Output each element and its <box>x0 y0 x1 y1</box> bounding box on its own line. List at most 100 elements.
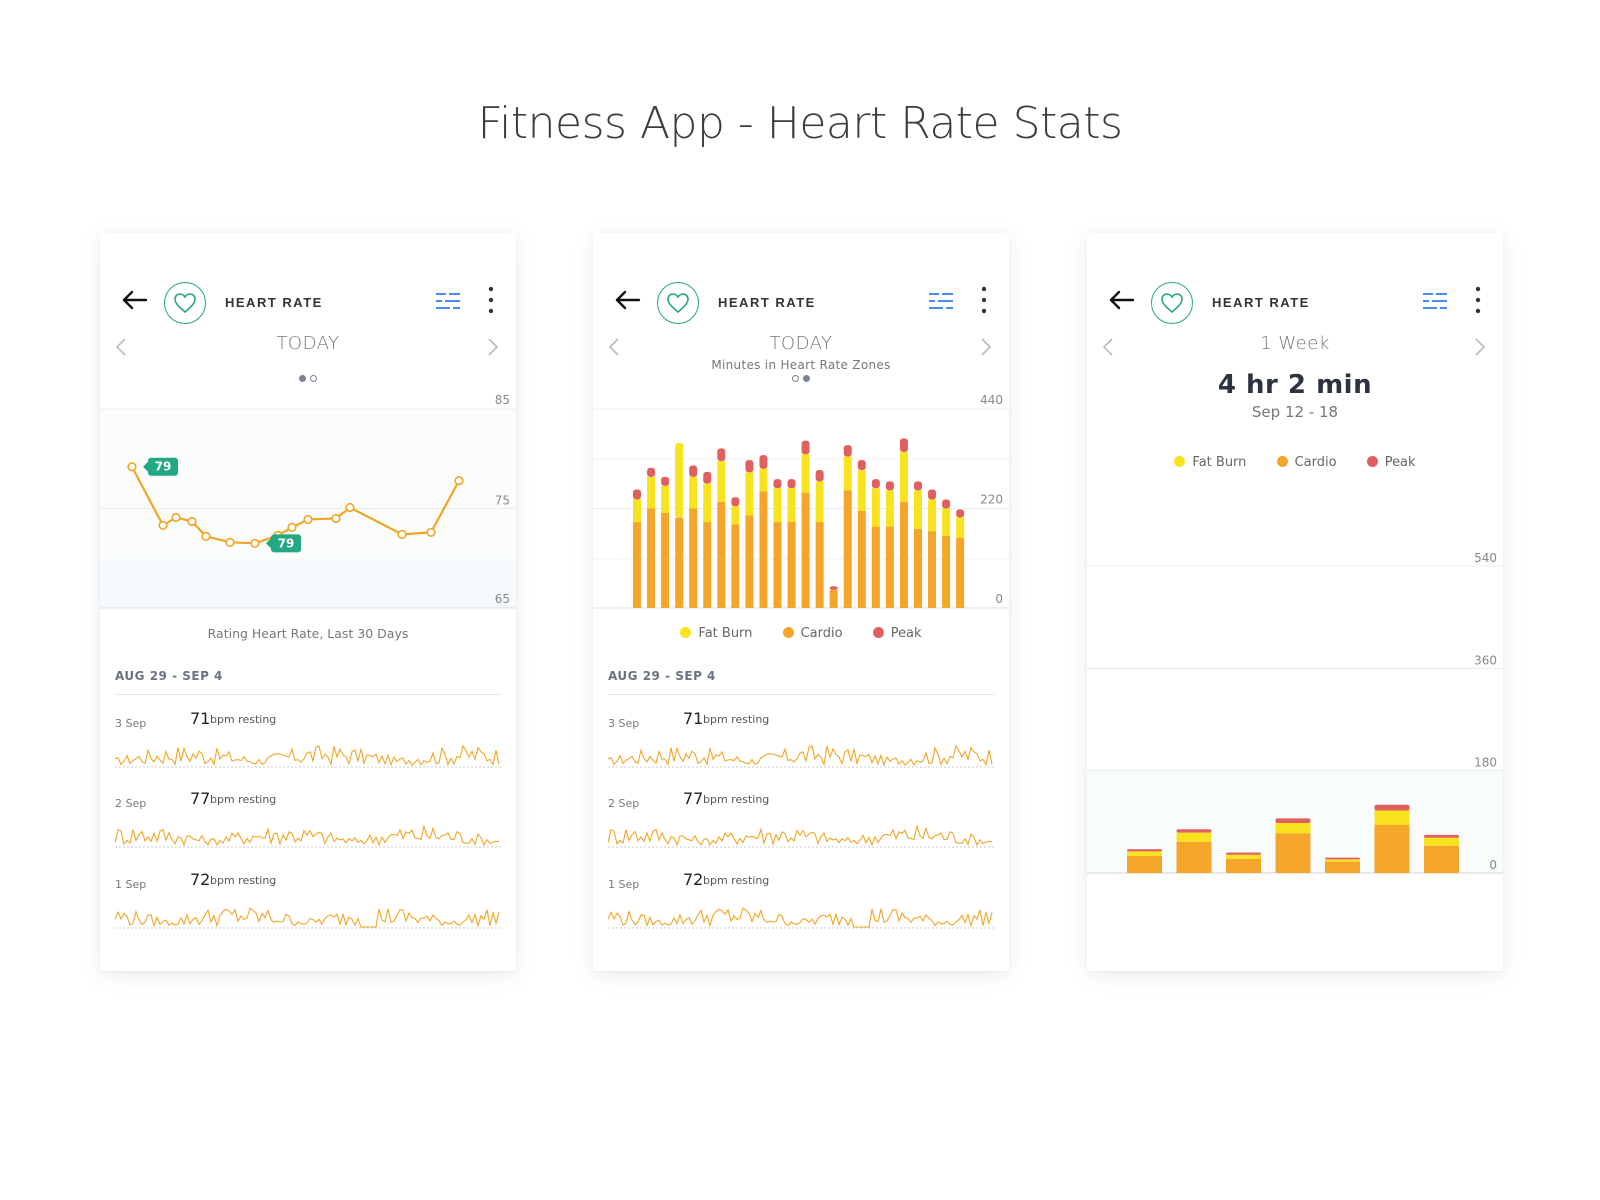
peak-bar-segment <box>914 481 922 491</box>
legend-cardio[interactable]: Cardio <box>782 626 843 641</box>
y-tick-label: 540 <box>1474 551 1497 565</box>
sparkline <box>608 744 993 767</box>
day-row[interactable]: 3 Sep 71 bpm resting <box>115 709 501 787</box>
legend-cardio[interactable]: Cardio <box>1276 455 1337 470</box>
day-date: 2 Sep <box>115 797 147 810</box>
bpm-unit-label: bpm resting <box>703 713 770 726</box>
fat-burn-dot-icon <box>1174 456 1186 467</box>
data-point <box>187 516 197 527</box>
peak-bar-segment <box>731 497 740 507</box>
filter-icon[interactable] <box>435 291 461 311</box>
cardio-bar-segment <box>787 522 796 608</box>
data-point <box>331 513 341 524</box>
filter-icon[interactable] <box>928 291 954 311</box>
previous-period-chevron-icon[interactable] <box>1101 337 1115 357</box>
heart-badge <box>1151 282 1193 324</box>
cardio-dot-icon <box>1276 456 1288 467</box>
peak-dot-icon <box>872 627 884 638</box>
legend-fat-burn[interactable]: Fat Burn <box>680 626 752 641</box>
peak-bar-segment <box>942 499 951 509</box>
resting-heart-rate-sparkline <box>115 744 501 768</box>
day-row[interactable]: 3 Sep 71 bpm resting <box>608 709 994 787</box>
cardio-bar-segment <box>1325 861 1360 873</box>
page-dot-1[interactable] <box>792 375 799 382</box>
resting-heart-rate-sparkline <box>115 907 501 929</box>
fat-burn-bar-segment <box>899 451 908 502</box>
resting-heart-rate-sparkline <box>608 907 994 929</box>
total-date-range: Sep 12 - 18 <box>1251 403 1339 421</box>
heart-rate-week-card: HEART RATE 1 Week 4 hr 2 min Sep 12 - 18… <box>1087 233 1503 971</box>
day-date: 1 Sep <box>608 878 640 891</box>
next-period-chevron-icon[interactable] <box>486 337 500 357</box>
legend-peak[interactable]: Peak <box>872 626 922 641</box>
fat-burn-bar-segment <box>956 517 965 538</box>
previous-period-chevron-icon[interactable] <box>607 337 621 357</box>
resting-bpm-value: 72 <box>190 870 211 889</box>
y-tick-label: 220 <box>980 493 1003 507</box>
peak-bar-segment <box>829 586 838 590</box>
total-time-value: 4 hr 2 min <box>1217 370 1373 400</box>
more-vertical-icon[interactable] <box>486 286 496 314</box>
cardio-bar-segment <box>1374 824 1410 873</box>
filter-icon[interactable] <box>1422 291 1448 311</box>
date-range-label: AUG 29 - SEP 4 <box>608 669 716 683</box>
page-dot-2[interactable] <box>310 375 317 382</box>
fat-burn-bar-segment <box>717 461 726 502</box>
y-tick-label: 0 <box>1489 858 1497 872</box>
peak-bar-segment <box>815 470 824 482</box>
data-point <box>345 502 355 513</box>
data-point <box>426 527 436 537</box>
resting-bpm-value: 71 <box>190 709 211 728</box>
legend-peak[interactable]: Peak <box>1366 455 1416 470</box>
day-row[interactable]: 1 Sep 72 bpm resting <box>608 870 994 948</box>
y-tick-label: 0 <box>995 592 1003 606</box>
cardio-bar-segment <box>717 501 726 608</box>
sparkline <box>115 824 500 847</box>
day-date: 3 Sep <box>115 717 147 730</box>
more-vertical-icon[interactable] <box>1473 286 1483 314</box>
cardio-bar-segment <box>759 491 768 608</box>
fat-burn-bar-segment <box>675 442 684 518</box>
day-row[interactable]: 2 Sep 77 bpm resting <box>115 789 501 867</box>
day-row[interactable]: 2 Sep 77 bpm resting <box>608 789 994 867</box>
cardio-bar-segment <box>689 508 698 608</box>
next-period-chevron-icon[interactable] <box>1473 337 1487 357</box>
cardio-bar-segment <box>829 589 838 608</box>
resting-bpm-value: 77 <box>683 789 704 808</box>
zones-legend: Fat Burn Cardio Peak <box>593 626 1009 641</box>
value-tag-label: 79 <box>155 460 172 474</box>
fat-burn-bar-segment <box>787 488 796 523</box>
cardio-bar-segment <box>1226 858 1261 873</box>
heart-rate-zones-card: HEART RATE TODAY Minutes in Heart Rate Z… <box>593 233 1009 971</box>
page-indicator <box>100 375 516 382</box>
peak-dot-icon <box>1366 456 1378 467</box>
peak-bar-segment <box>1275 818 1311 823</box>
back-arrow-icon[interactable] <box>1107 288 1135 312</box>
peak-bar-segment <box>801 440 810 455</box>
page-dot-1[interactable] <box>299 375 306 382</box>
heart-icon <box>174 293 196 314</box>
peak-bar-segment <box>787 479 796 489</box>
divider <box>115 694 501 695</box>
bpm-unit-label: bpm resting <box>210 713 277 726</box>
back-arrow-icon[interactable] <box>613 288 641 312</box>
bpm-unit-label: bpm resting <box>210 874 277 887</box>
more-vertical-icon[interactable] <box>979 286 989 314</box>
peak-bar-segment <box>633 489 641 500</box>
cardio-bar-segment <box>899 501 908 608</box>
cardio-bar-segment <box>801 492 810 608</box>
data-point <box>397 529 407 539</box>
back-arrow-icon[interactable] <box>120 288 148 312</box>
previous-period-chevron-icon[interactable] <box>114 337 128 357</box>
y-tick-label: 180 <box>1474 756 1497 770</box>
bpm-unit-label: bpm resting <box>703 874 770 887</box>
date-range-label: AUG 29 - SEP 4 <box>115 669 223 683</box>
fat-burn-bar-segment <box>1374 810 1410 825</box>
bpm-unit-label: bpm resting <box>703 793 770 806</box>
day-row[interactable]: 1 Sep 72 bpm resting <box>115 870 501 948</box>
cardio-bar-segment <box>815 522 824 608</box>
legend-fat-burn[interactable]: Fat Burn <box>1174 455 1246 470</box>
data-point <box>454 476 464 486</box>
page-dot-2[interactable] <box>803 375 810 382</box>
next-period-chevron-icon[interactable] <box>979 337 993 357</box>
